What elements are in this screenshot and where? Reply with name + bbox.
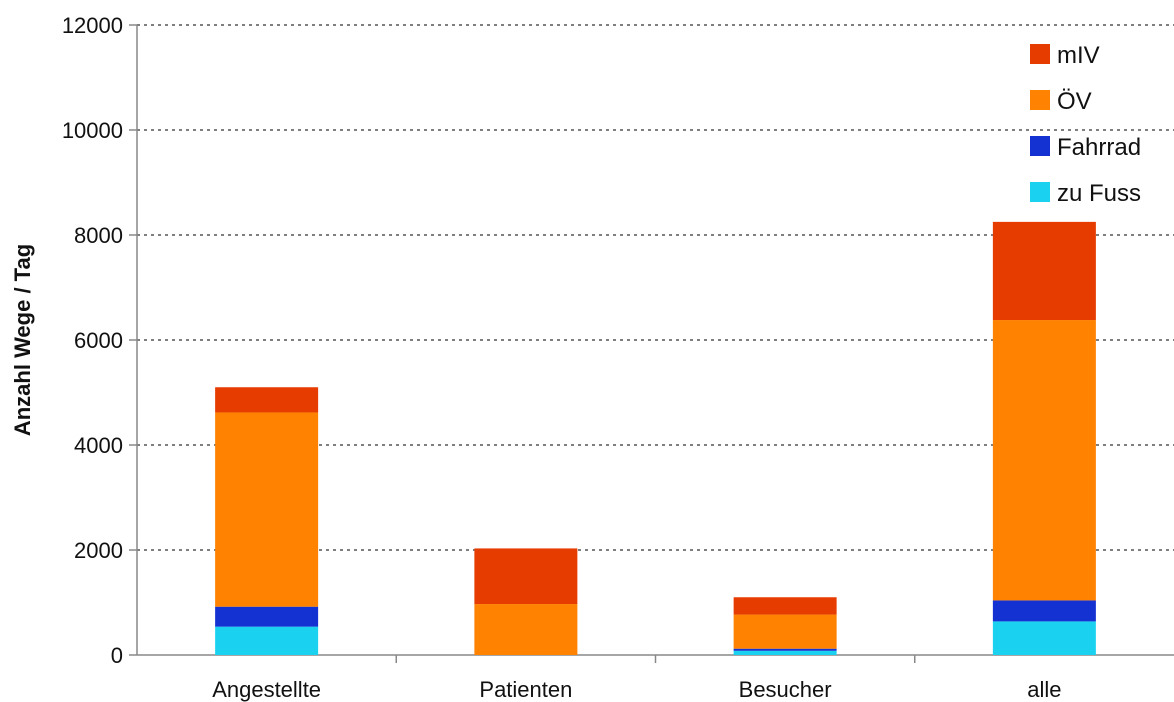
- bar-segment-miv: [733, 597, 837, 615]
- bar-segment-fahrrad: [215, 606, 319, 627]
- bar-segment-zu-fuss: [215, 626, 319, 655]
- y-tick-label: 8000: [74, 223, 123, 248]
- x-category-label: Angestellte: [212, 677, 321, 702]
- x-category-label: alle: [1027, 677, 1061, 702]
- legend-swatch: [1030, 90, 1050, 110]
- legend-label: ÖV: [1057, 88, 1092, 115]
- y-tick-label: 0: [111, 643, 123, 668]
- y-tick-label: 4000: [74, 433, 123, 458]
- bar-segment-öv: [733, 614, 837, 649]
- bar-segment-öv: [992, 320, 1096, 601]
- legend-swatch: [1030, 44, 1050, 64]
- legend: mIV ÖV Fahrrad zu Fuss: [1030, 42, 1141, 207]
- bar-segment-miv: [215, 387, 319, 413]
- bar-segment-zu-fuss: [992, 621, 1096, 655]
- bar-segment-miv: [992, 221, 1096, 321]
- bar-segment-fahrrad: [733, 648, 837, 651]
- y-axis-title: Anzahl Wege / Tag: [10, 244, 35, 436]
- bar-segment-öv: [215, 412, 319, 607]
- y-tick-label: 12000: [62, 13, 123, 38]
- grid-layer: [137, 24, 1174, 551]
- y-tick-label: 10000: [62, 118, 123, 143]
- x-category-label: Besucher: [739, 677, 832, 702]
- legend-swatch: [1030, 136, 1050, 156]
- y-tick-label: 6000: [74, 328, 123, 353]
- legend-label: Fahrrad: [1057, 134, 1141, 161]
- bar-segment-fahrrad: [992, 600, 1096, 622]
- y-tick-label: 2000: [74, 538, 123, 563]
- bar-segment-miv: [474, 548, 578, 605]
- bar-segment-öv: [474, 604, 578, 655]
- legend-label: zu Fuss: [1057, 180, 1141, 207]
- x-category-label: Patienten: [479, 677, 572, 702]
- bar-layer: [215, 221, 1096, 655]
- bar-segment-zu-fuss: [733, 650, 837, 655]
- legend-swatch: [1030, 182, 1050, 202]
- legend-label: mIV: [1057, 42, 1100, 69]
